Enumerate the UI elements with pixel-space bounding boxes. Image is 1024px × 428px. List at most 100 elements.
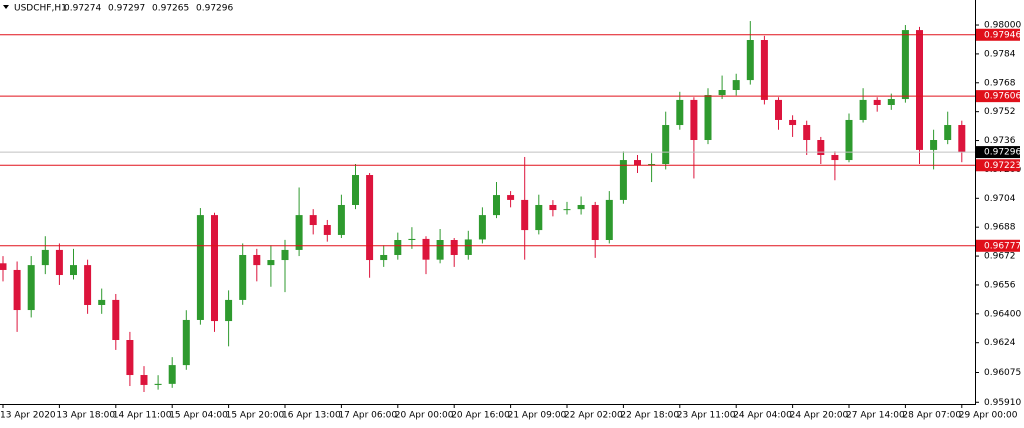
candle-body	[563, 209, 571, 211]
level-label: 0.97223	[984, 161, 1021, 171]
candle-body	[690, 99, 698, 141]
candle-body	[436, 240, 444, 260]
x-tick-label: 23 Apr 11:00	[677, 411, 736, 421]
candle-body	[84, 265, 92, 305]
level-label: 0.97606	[984, 92, 1021, 102]
y-tick-label: 0.9672	[984, 252, 1016, 262]
candle-body	[239, 254, 247, 300]
candle-body	[704, 95, 712, 141]
candle-body	[549, 204, 557, 211]
y-tick-label: 0.9784	[984, 49, 1016, 59]
candle-body	[859, 99, 867, 120]
candle-body	[140, 375, 148, 385]
x-tick-label: 24 Apr 20:00	[790, 411, 849, 421]
candle-body	[27, 265, 35, 311]
x-tick-label: 13 Apr 2020	[0, 411, 56, 421]
x-tick-label: 21 Apr 09:00	[508, 411, 567, 421]
y-tick-label: 0.9768	[984, 78, 1016, 88]
candle-body	[70, 265, 77, 276]
candle-body	[535, 204, 543, 231]
header-value: 0.97274	[64, 4, 101, 14]
candle-body	[196, 215, 204, 320]
candle-body	[887, 99, 895, 105]
candle-body	[493, 195, 500, 216]
candle-body	[760, 40, 768, 100]
candle-body	[55, 249, 63, 276]
last-price-box	[976, 146, 1020, 159]
menu-arrow[interactable]	[3, 5, 9, 9]
candle-body	[13, 269, 21, 311]
x-tick-label: 20 Apr 16:00	[451, 411, 510, 421]
candle-body	[126, 340, 134, 376]
y-tick-label: 0.9736	[984, 136, 1016, 146]
candle-body	[507, 195, 515, 200]
header-value: 0.97297	[108, 4, 145, 14]
candle-body	[225, 299, 233, 322]
candle-body	[521, 199, 529, 231]
y-tick-label: 0.9688	[984, 223, 1016, 233]
candle-body	[845, 119, 853, 161]
candle-body	[337, 204, 345, 235]
x-tick-label: 28 Apr 07:00	[902, 411, 961, 421]
candle-body	[803, 125, 811, 141]
header-value: 0.97265	[152, 4, 189, 14]
candle-body	[619, 160, 627, 200]
x-tick-label: 15 Apr 20:00	[226, 411, 285, 421]
candle-body	[366, 175, 374, 261]
candle-body	[253, 254, 261, 266]
candle-body	[732, 80, 740, 91]
last-price-label: 0.97296	[984, 148, 1021, 158]
x-tick-label: 27 Apr 14:00	[846, 411, 905, 421]
y-tick-label: 0.9704	[984, 194, 1016, 204]
candle-body	[41, 249, 49, 266]
level-box	[976, 159, 1020, 172]
symbol-title: USDCHF,H1	[14, 4, 67, 14]
y-tick-label: 0.9752	[984, 107, 1016, 117]
y-tick-label: 0.98000	[984, 21, 1021, 31]
candle-body	[789, 119, 797, 126]
y-tick-label: 0.96075	[984, 368, 1021, 378]
y-tick-label: 0.9656	[984, 280, 1016, 290]
candle-body	[98, 299, 106, 305]
candle-body	[422, 238, 430, 260]
candle-body	[930, 140, 938, 150]
candle-body	[0, 263, 7, 270]
candle-body	[958, 125, 966, 153]
candle-body	[295, 215, 303, 250]
candle-body	[168, 365, 176, 384]
level-label: 0.97946	[984, 30, 1021, 40]
candle-body	[634, 160, 641, 166]
x-tick-label: 17 Apr 06:00	[338, 411, 397, 421]
candle-body	[464, 239, 472, 255]
candle-body	[408, 238, 416, 241]
x-tick-label: 29 Apr 00:00	[959, 411, 1018, 421]
candle-body	[267, 260, 275, 266]
candle-body	[478, 215, 486, 240]
candle-body	[182, 319, 190, 366]
candle-body	[901, 30, 909, 100]
x-tick-label: 16 Apr 13:00	[282, 411, 341, 421]
level-box	[976, 239, 1020, 252]
x-tick-label: 20 Apr 00:00	[395, 411, 454, 421]
x-tick-label: 13 Apr 18:00	[56, 411, 115, 421]
candle-body	[873, 99, 881, 105]
level-box	[976, 90, 1020, 103]
candle-body	[154, 383, 162, 385]
candle-body	[718, 90, 726, 96]
candle-body	[394, 240, 402, 255]
candle-body	[380, 254, 388, 261]
candle-body	[831, 154, 839, 161]
y-tick-label: 0.9624	[984, 338, 1016, 348]
level-label: 0.96777	[984, 241, 1021, 251]
candle-body	[916, 30, 923, 150]
y-tick-label: 0.95910	[984, 398, 1021, 408]
header-value: 0.97296	[196, 4, 233, 14]
candle-body	[605, 199, 613, 241]
candle-body	[648, 164, 656, 166]
candle-body	[450, 240, 458, 255]
candle-body	[775, 99, 782, 120]
candle-body	[817, 140, 825, 155]
x-tick-label: 24 Apr 04:00	[733, 411, 792, 421]
